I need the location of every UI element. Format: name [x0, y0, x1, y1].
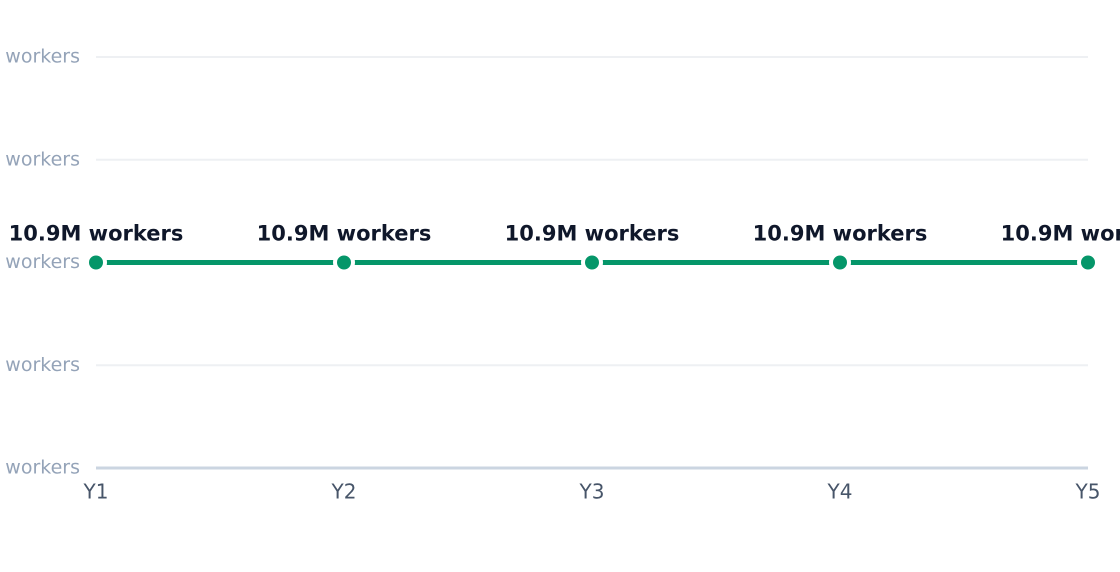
y-tick-label: 10.7M workers: [0, 457, 80, 479]
point: [1077, 251, 1099, 274]
value-label: 10.9M workers: [9, 222, 184, 246]
x-tick-label: Y2: [331, 480, 357, 504]
point: [333, 251, 355, 274]
value-label: 10.9M workers: [753, 222, 928, 246]
x-tick-label: Y4: [827, 480, 853, 504]
x-tick-label: Y3: [579, 480, 605, 504]
y-tick-label: 10.8M workers: [0, 354, 80, 376]
y-tick-label: 11.0M workers: [0, 148, 80, 170]
point: [829, 251, 851, 274]
x-tick-label: Y1: [83, 480, 109, 504]
point: [581, 251, 603, 274]
y-tick-label: 10.9M workers: [0, 251, 80, 273]
value-label: 10.9M workers: [505, 222, 680, 246]
value-label: 10.9M workers: [1001, 222, 1120, 246]
y-tick-label: 11.1M workers: [0, 46, 80, 68]
point: [85, 251, 107, 274]
value-label: 10.9M workers: [257, 222, 432, 246]
x-tick-label: Y5: [1075, 480, 1101, 504]
